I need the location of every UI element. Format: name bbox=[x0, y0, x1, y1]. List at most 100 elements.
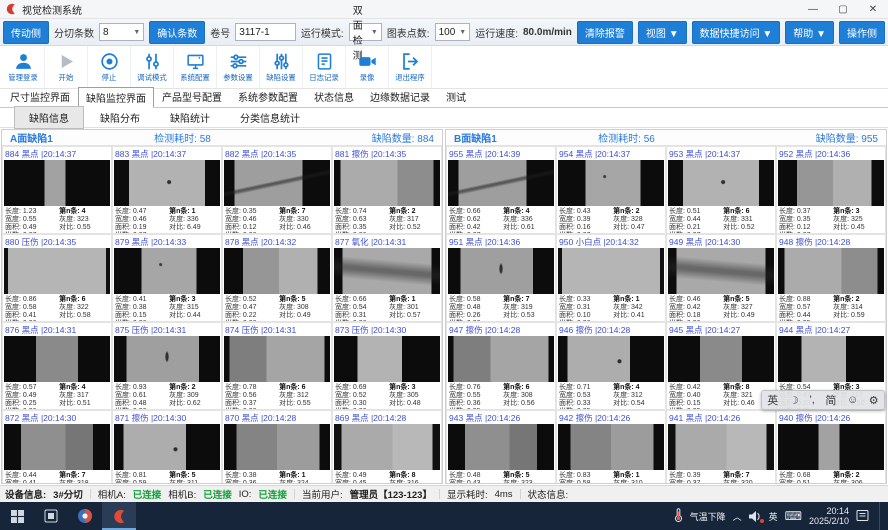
sub-tab-3[interactable]: 缺陷统计 bbox=[170, 114, 210, 125]
ime-simplified[interactable]: 简 bbox=[825, 395, 837, 407]
defect-cell[interactable]: 873 压伤 |20:14:30 长度: 0.69 宽度: 0.52 面积: 0… bbox=[332, 322, 442, 410]
defect-cell[interactable]: 943 黑点 |20:14:26 长度: 0.48 宽度: 0.43 面积: 0… bbox=[446, 410, 556, 483]
defect-image[interactable] bbox=[778, 160, 884, 206]
defect-cell[interactable]: 950 小白点 |20:14:32 长度: 0.33 宽度: 0.31 面积: … bbox=[556, 234, 666, 322]
defect-image[interactable] bbox=[4, 248, 110, 294]
defect-image[interactable] bbox=[334, 160, 440, 206]
run-mode-select[interactable]: 双面检测 ▼ bbox=[348, 6, 382, 62]
defect-image[interactable] bbox=[4, 424, 110, 470]
start-button[interactable] bbox=[0, 502, 34, 530]
tray-expand-chevron[interactable]: ︿ bbox=[732, 511, 742, 522]
defect-cell[interactable]: 948 擦伤 |20:14:28 长度: 0.88 宽度: 0.57 面积: 0… bbox=[776, 234, 886, 322]
defect-cell[interactable]: 874 压伤 |20:14:31 长度: 0.78 宽度: 0.56 面积: 0… bbox=[222, 322, 332, 410]
view-menu-button[interactable]: 视图 ▼ bbox=[637, 20, 687, 44]
roll-number-input[interactable]: 3117-1 bbox=[235, 23, 296, 41]
defect-image[interactable] bbox=[668, 160, 774, 206]
defect-image[interactable] bbox=[114, 424, 220, 470]
defect-image[interactable] bbox=[448, 336, 554, 382]
defect-image[interactable] bbox=[334, 424, 440, 470]
ime-lang-english[interactable]: 英 bbox=[767, 395, 779, 407]
sub-tab-1[interactable]: 缺陷信息 bbox=[14, 106, 84, 129]
defect-cell[interactable]: 881 擦伤 |20:14:35 长度: 0.74 宽度: 0.63 面积: 0… bbox=[332, 146, 442, 234]
defect-image[interactable] bbox=[114, 248, 220, 294]
drive-side-button[interactable]: 传动侧 bbox=[3, 20, 49, 44]
chart-points-select[interactable]: 100 ▼ bbox=[434, 23, 471, 41]
defect-cell[interactable]: 877 氧化 |20:14:31 长度: 0.66 宽度: 0.54 面积: 0… bbox=[332, 234, 442, 322]
debug-mode-button[interactable]: 调试模式 bbox=[131, 46, 174, 88]
defect-image[interactable] bbox=[668, 336, 774, 382]
defect-cell[interactable]: 955 黑点 |20:14:39 长度: 0.66 宽度: 0.62 面积: 0… bbox=[446, 146, 556, 234]
admin-login-button[interactable]: 管理登录 bbox=[2, 46, 45, 88]
defect-cell[interactable]: 876 黑点 |20:14:31 长度: 0.57 宽度: 0.49 面积: 0… bbox=[2, 322, 112, 410]
minimize-button[interactable]: — bbox=[808, 3, 818, 15]
defect-image[interactable] bbox=[778, 248, 884, 294]
defect-cell[interactable]: 949 黑点 |20:14:30 长度: 0.46 宽度: 0.42 面积: 0… bbox=[666, 234, 776, 322]
defect-image[interactable] bbox=[558, 424, 664, 470]
defect-image[interactable] bbox=[448, 248, 554, 294]
main-tab-1[interactable]: 尺寸监控界面 bbox=[10, 93, 70, 104]
exit-program-button[interactable]: 退出程序 bbox=[389, 46, 432, 88]
defect-image[interactable] bbox=[778, 424, 884, 470]
taskbar-active-app-icon[interactable] bbox=[102, 502, 136, 530]
defect-image[interactable] bbox=[334, 336, 440, 382]
sub-tab-2[interactable]: 缺陷分布 bbox=[100, 114, 140, 125]
defect-image[interactable] bbox=[558, 336, 664, 382]
close-button[interactable]: ✕ bbox=[868, 3, 878, 15]
defect-cell[interactable]: 952 黑点 |20:14:36 长度: 0.37 宽度: 0.35 面积: 0… bbox=[776, 146, 886, 234]
main-tab-5[interactable]: 状态信息 bbox=[314, 93, 354, 104]
volume-icon[interactable] bbox=[748, 510, 765, 524]
clear-alarm-button[interactable]: 清除报警 bbox=[576, 20, 633, 44]
defect-image[interactable] bbox=[668, 248, 774, 294]
defect-cell[interactable]: 884 黑点 |20:14:37 长度: 1.23 宽度: 0.55 面积: 0… bbox=[2, 146, 112, 234]
defect-image[interactable] bbox=[224, 160, 330, 206]
task-view-button[interactable] bbox=[34, 502, 68, 530]
defect-cell[interactable]: 883 黑点 |20:14:37 长度: 0.47 宽度: 0.46 面积: 0… bbox=[112, 146, 222, 234]
defect-image[interactable] bbox=[558, 160, 664, 206]
defect-cell[interactable]: 942 擦伤 |20:14:26 长度: 0.83 宽度: 0.58 面积: 0… bbox=[556, 410, 666, 483]
defect-cell[interactable]: 947 擦伤 |20:14:28 长度: 0.76 宽度: 0.55 面积: 0… bbox=[446, 322, 556, 410]
ime-emoji-icon[interactable]: ☺ bbox=[846, 394, 859, 406]
stop-button[interactable]: 停止 bbox=[88, 46, 131, 88]
defect-cell[interactable]: 941 黑点 |20:14:26 长度: 0.39 宽度: 0.37 面积: 0… bbox=[666, 410, 776, 483]
input-language-indicator[interactable]: 英 bbox=[768, 511, 778, 522]
defect-image[interactable] bbox=[4, 160, 110, 206]
main-tab-6[interactable]: 边缘数据记录 bbox=[370, 93, 430, 104]
defect-image[interactable] bbox=[334, 248, 440, 294]
show-desktop-button[interactable] bbox=[879, 502, 884, 530]
ime-settings-gear-icon[interactable]: ⚙ bbox=[868, 394, 879, 407]
defect-image[interactable] bbox=[668, 424, 774, 470]
defect-cell[interactable]: 940 擦伤 |20:14:26 长度: 0.68 宽度: 0.51 面积: 0… bbox=[776, 410, 886, 483]
strip-count-select[interactable]: 8 ▼ bbox=[99, 23, 145, 41]
main-tab-4[interactable]: 系统参数配置 bbox=[238, 93, 298, 104]
taskbar-clock[interactable]: 20:14 2025/2/10 bbox=[809, 506, 849, 526]
taskbar-app-icon[interactable] bbox=[68, 502, 102, 530]
defect-cell[interactable]: 879 黑点 |20:14:33 长度: 0.41 宽度: 0.38 面积: 0… bbox=[112, 234, 222, 322]
parameter-settings-button[interactable]: 参数设置 bbox=[217, 46, 260, 88]
defect-cell[interactable]: 954 黑点 |20:14:37 长度: 0.43 宽度: 0.39 面积: 0… bbox=[556, 146, 666, 234]
help-menu-button[interactable]: 帮助 ▼ bbox=[785, 20, 834, 44]
defect-image[interactable] bbox=[4, 336, 110, 382]
ime-punctuation[interactable]: ’, bbox=[809, 394, 815, 406]
defect-cell[interactable]: 946 擦伤 |20:14:28 长度: 0.71 宽度: 0.53 面积: 0… bbox=[556, 322, 666, 410]
data-quick-access-menu-button[interactable]: 数据快捷访问 ▼ bbox=[691, 20, 781, 44]
defect-cell[interactable]: 880 压伤 |20:14:35 长度: 0.86 宽度: 0.58 面积: 0… bbox=[2, 234, 112, 322]
defect-cell[interactable]: 869 黑点 |20:14:28 长度: 0.49 宽度: 0.45 面积: 0… bbox=[332, 410, 442, 483]
operator-side-button[interactable]: 操作侧 bbox=[839, 20, 885, 44]
defect-cell[interactable]: 878 黑点 |20:14:32 长度: 0.52 宽度: 0.47 面积: 0… bbox=[222, 234, 332, 322]
defect-cell[interactable]: 871 擦伤 |20:14:30 长度: 0.81 宽度: 0.59 面积: 0… bbox=[112, 410, 222, 483]
defect-image[interactable] bbox=[224, 424, 330, 470]
touch-keyboard-icon[interactable]: ⌨ bbox=[784, 509, 802, 523]
defect-image[interactable] bbox=[448, 424, 554, 470]
record-video-button[interactable]: 录像 bbox=[346, 46, 389, 88]
defect-cell[interactable]: 953 黑点 |20:14:37 长度: 0.51 宽度: 0.44 面积: 0… bbox=[666, 146, 776, 234]
defect-image[interactable] bbox=[114, 336, 220, 382]
main-tab-2[interactable]: 缺陷监控界面 bbox=[78, 87, 154, 108]
ime-toolbar[interactable]: 英 ☽ ’, 简 ☺ ⚙ bbox=[761, 390, 885, 410]
defect-cell[interactable]: 882 黑点 |20:14:35 长度: 0.35 宽度: 0.46 面积: 0… bbox=[222, 146, 332, 234]
defect-cell[interactable]: 951 黑点 |20:14:36 长度: 0.58 宽度: 0.48 面积: 0… bbox=[446, 234, 556, 322]
system-config-button[interactable]: 系统配置 bbox=[174, 46, 217, 88]
confirm-strip-count-button[interactable]: 确认条数 bbox=[149, 20, 206, 44]
weather-tray-text[interactable]: 气温下降 bbox=[689, 511, 726, 522]
thermometer-icon[interactable] bbox=[674, 508, 683, 524]
action-center-icon[interactable] bbox=[856, 509, 869, 524]
